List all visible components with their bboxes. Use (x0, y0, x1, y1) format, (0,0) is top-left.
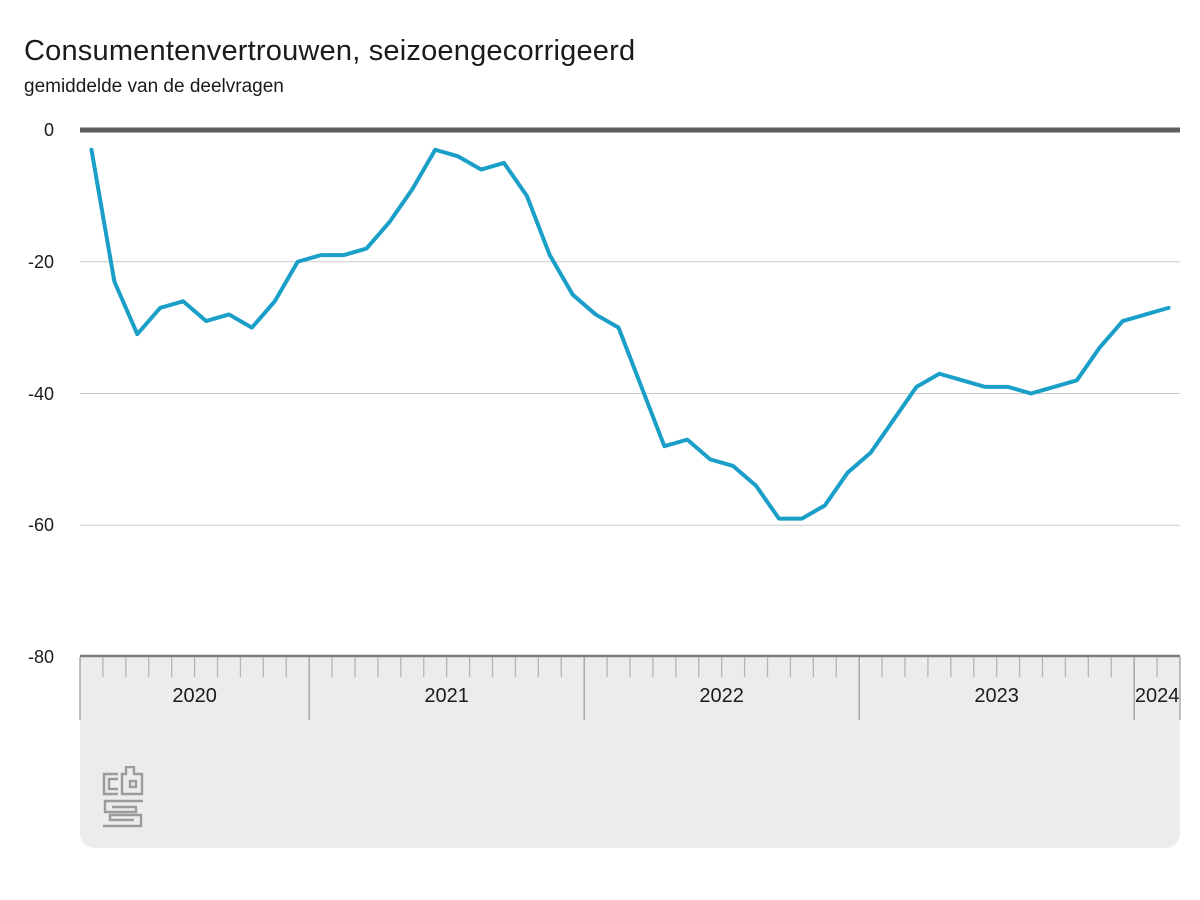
x-year-label: 2022 (699, 685, 744, 707)
cbs-logo (102, 766, 144, 828)
cbs-logo-s-bottom (103, 813, 143, 828)
cbs-logo-c-inner (107, 777, 118, 791)
y-tick-label: 0 (43, 120, 54, 140)
y-tick-label: -40 (27, 383, 54, 404)
y-tick-label: -60 (27, 515, 54, 536)
chart-title: Consumentenvertrouwen, seizoengecorrigee… (24, 35, 636, 68)
cbs-logo-s-top (103, 799, 143, 814)
cbs-logo-b (120, 766, 144, 796)
cbs-logo-b-inner (128, 779, 138, 789)
y-tick-label: -20 (27, 251, 54, 272)
y-tick-label: -80 (27, 647, 54, 667)
x-year-label: 2024 (1134, 685, 1180, 707)
x-axis-panel (80, 657, 1180, 848)
cbs-logo-c (102, 772, 118, 796)
x-year-label: 2020 (172, 685, 217, 707)
x-year-label: 2021 (424, 685, 469, 707)
x-year-label: 2023 (974, 685, 1019, 707)
chart-subtitle: gemiddelde van de deelvragen (24, 76, 284, 97)
data-line-consumentenvertrouwen (89, 147, 1171, 521)
